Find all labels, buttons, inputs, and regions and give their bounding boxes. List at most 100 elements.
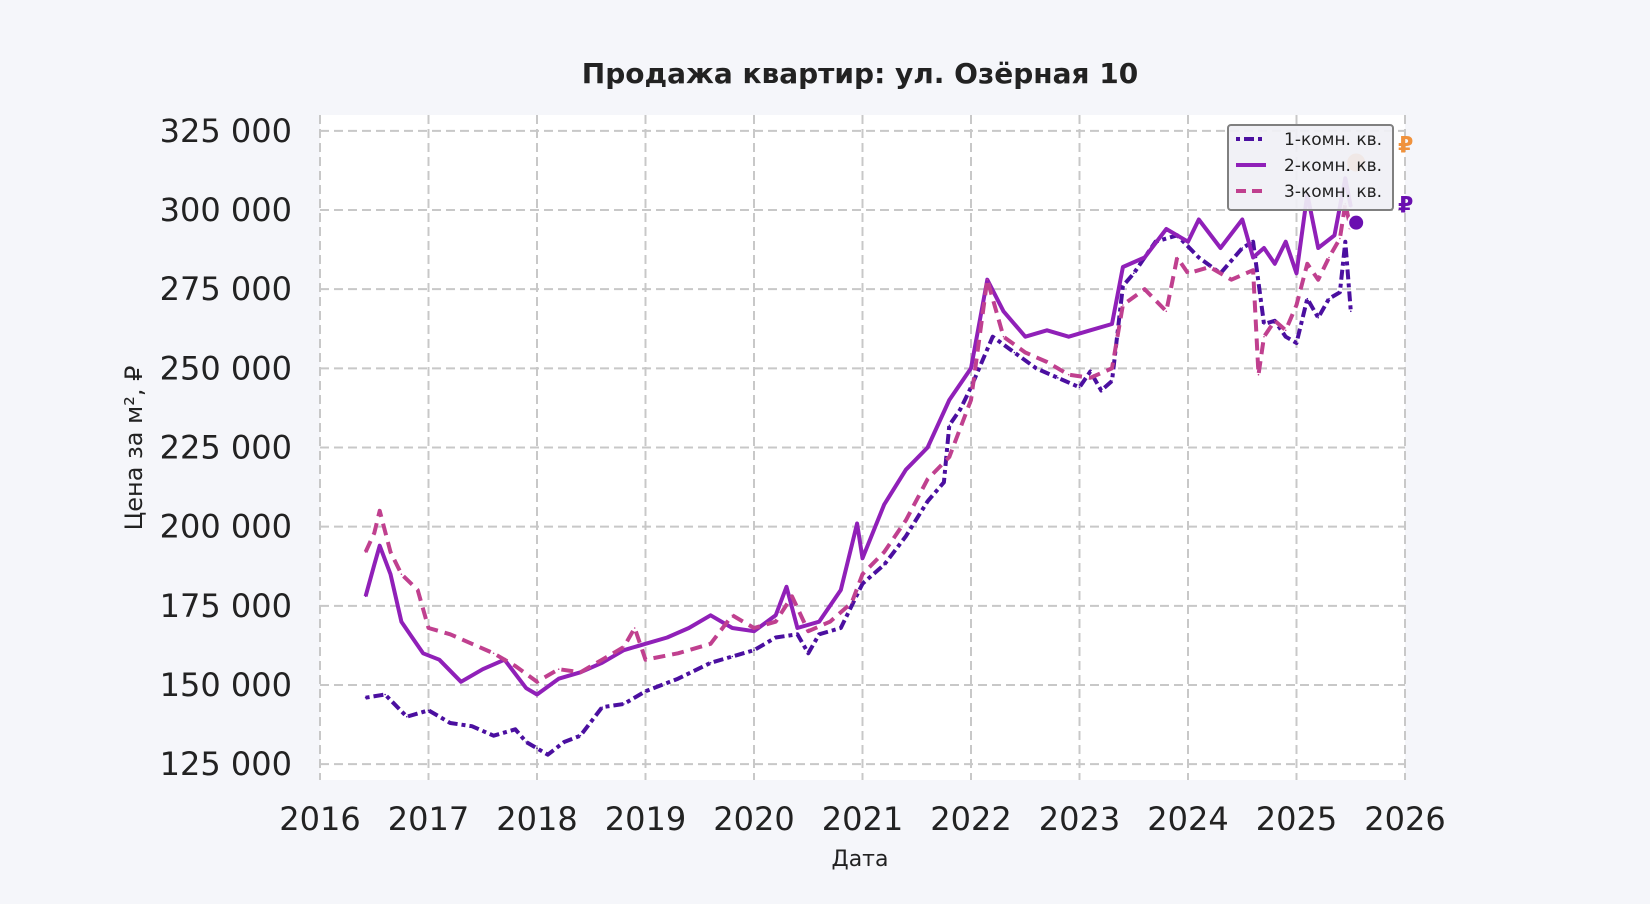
- data-point: [427, 627, 430, 629]
- data-point: [774, 614, 777, 617]
- data-point: [1046, 329, 1048, 332]
- data-point: [1230, 278, 1233, 281]
- data-point: [601, 706, 603, 708]
- data-point: [579, 734, 582, 737]
- data-point: [601, 662, 603, 664]
- data-point: [731, 655, 734, 658]
- data-point: [378, 510, 381, 512]
- data-point: [970, 367, 972, 370]
- data-point: [1024, 351, 1027, 354]
- data-point: [1187, 240, 1189, 243]
- data-point: [563, 741, 565, 743]
- data-point: [666, 636, 668, 639]
- series-3: [363, 201, 1353, 684]
- data-point: [883, 503, 885, 506]
- data-point: [1002, 310, 1005, 313]
- legend-label-3room: 3-комн. кв.: [1284, 182, 1382, 202]
- data-point: [1252, 240, 1254, 243]
- data-point: [411, 636, 414, 639]
- data-point: [1263, 323, 1265, 325]
- x-tick-label: 2022: [930, 800, 1011, 838]
- data-point: [1317, 278, 1319, 281]
- data-point: [471, 725, 473, 727]
- data-point: [1024, 335, 1027, 338]
- data-point: [1122, 266, 1124, 268]
- data-point: [850, 544, 853, 547]
- legend-label-1room: 1-комн. кв.: [1284, 130, 1382, 150]
- data-point: [623, 646, 625, 648]
- data-point: [785, 586, 788, 588]
- data-point: [926, 478, 929, 481]
- data-point: [449, 722, 452, 724]
- data-point: [1078, 386, 1081, 389]
- data-point: [623, 703, 625, 705]
- data-point: [807, 652, 810, 655]
- data-point: [883, 551, 885, 553]
- y-tick-label: 300 000: [160, 191, 292, 229]
- data-point: [1306, 263, 1309, 265]
- data-point: [1241, 247, 1244, 249]
- data-point: [389, 551, 392, 553]
- data-point: [373, 532, 376, 534]
- data-point: [991, 335, 994, 338]
- data-point: [796, 633, 799, 636]
- data-point: [753, 649, 755, 651]
- y-tick-label: 275 000: [160, 270, 292, 308]
- data-point: [1133, 272, 1135, 275]
- x-axis-ticks: 2016 2017 2018 2019 2020 2021 2022 2023 2024 2025…: [279, 800, 1445, 838]
- data-point: [471, 643, 473, 645]
- data-point: [774, 620, 777, 623]
- x-tick-label: 2017: [388, 800, 469, 838]
- y-tick-label: 150 000: [160, 666, 292, 704]
- data-point: [536, 693, 538, 696]
- y-axis-ticks: 125 000 150 000 175 000 200 000 225 000 250 0…: [160, 112, 292, 783]
- grid: [319, 115, 1406, 780]
- data-point: [709, 643, 712, 645]
- data-point: [1198, 218, 1200, 221]
- data-point: [460, 681, 462, 683]
- data-point: [1317, 316, 1319, 319]
- data-point: [905, 468, 907, 471]
- data-point: [1295, 342, 1298, 344]
- legend: 1-комн. кв. 2-комн. кв. 3-комн. кв.: [1227, 124, 1394, 211]
- data-point: [677, 652, 679, 655]
- data-point: [1013, 351, 1016, 354]
- series-line: [363, 176, 1353, 697]
- data-point: [633, 627, 636, 629]
- data-point: [557, 677, 560, 680]
- data-point: [850, 601, 853, 604]
- data-point: [948, 456, 951, 458]
- data-point: [1350, 310, 1352, 313]
- data-point: [1089, 329, 1092, 332]
- data-point: [1306, 297, 1309, 300]
- x-tick-label: 2018: [496, 800, 577, 838]
- data-point: [829, 620, 831, 623]
- data-point: [970, 399, 972, 401]
- data-point: [774, 636, 777, 639]
- data-point: [905, 535, 907, 537]
- data-point: [547, 753, 549, 756]
- data-point: [861, 557, 864, 560]
- data-point: [525, 687, 527, 689]
- data-point: [601, 658, 603, 661]
- data-point: [1328, 256, 1330, 259]
- data-point: [926, 446, 929, 449]
- data-point: [1187, 272, 1189, 275]
- data-point: [1002, 335, 1005, 338]
- data-point: [986, 278, 989, 281]
- data-point: [861, 582, 864, 585]
- data-point: [389, 573, 392, 575]
- data-point: [1089, 377, 1092, 379]
- data-point: [796, 627, 799, 629]
- data-point: [373, 563, 376, 566]
- data-point: [1100, 389, 1102, 392]
- data-point: [400, 573, 403, 575]
- data-point: [400, 620, 403, 623]
- data-point: [449, 633, 452, 636]
- data-point: [557, 668, 560, 670]
- data-point: [536, 747, 538, 750]
- x-tick-label: 2016: [279, 800, 360, 838]
- data-point: [1295, 304, 1298, 306]
